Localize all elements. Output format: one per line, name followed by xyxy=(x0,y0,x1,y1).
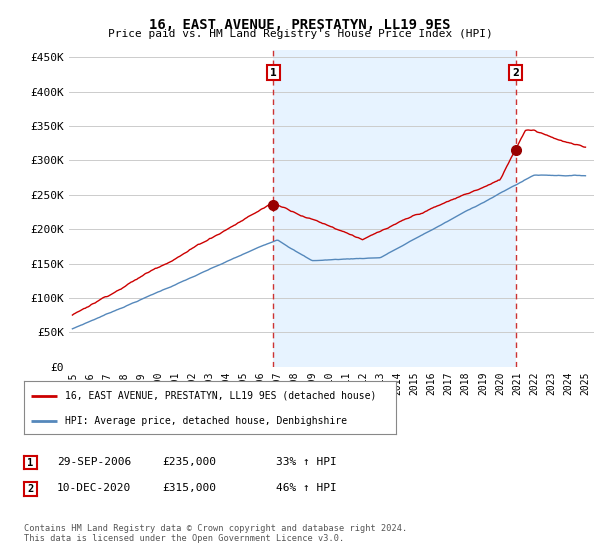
Text: £235,000: £235,000 xyxy=(162,457,216,467)
Text: 1: 1 xyxy=(28,458,34,468)
Text: HPI: Average price, detached house, Denbighshire: HPI: Average price, detached house, Denb… xyxy=(65,416,347,426)
Text: 46% ↑ HPI: 46% ↑ HPI xyxy=(276,483,337,493)
Text: 10-DEC-2020: 10-DEC-2020 xyxy=(57,483,131,493)
Text: 2: 2 xyxy=(28,484,34,494)
Text: 1: 1 xyxy=(270,68,277,77)
Text: Price paid vs. HM Land Registry's House Price Index (HPI): Price paid vs. HM Land Registry's House … xyxy=(107,29,493,39)
Text: Contains HM Land Registry data © Crown copyright and database right 2024.
This d: Contains HM Land Registry data © Crown c… xyxy=(24,524,407,543)
Text: £315,000: £315,000 xyxy=(162,483,216,493)
Text: 33% ↑ HPI: 33% ↑ HPI xyxy=(276,457,337,467)
Text: 29-SEP-2006: 29-SEP-2006 xyxy=(57,457,131,467)
Text: 16, EAST AVENUE, PRESTATYN, LL19 9ES (detached house): 16, EAST AVENUE, PRESTATYN, LL19 9ES (de… xyxy=(65,391,376,401)
Text: 16, EAST AVENUE, PRESTATYN, LL19 9ES: 16, EAST AVENUE, PRESTATYN, LL19 9ES xyxy=(149,18,451,32)
Bar xyxy=(274,50,515,367)
Text: 2: 2 xyxy=(512,68,519,77)
